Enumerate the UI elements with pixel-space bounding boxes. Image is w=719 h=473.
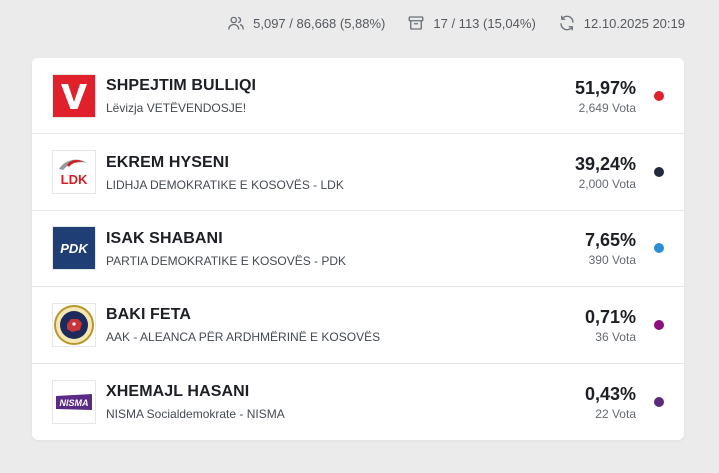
results-card: SHPEJTIM BULLIQI Lëvizja VETËVENDOSJE! 5… (32, 58, 684, 440)
candidate-row[interactable]: PDK ISAK SHABANI PARTIA DEMOKRATIKE E KO… (32, 211, 684, 288)
nisma-logo-icon: NISMA (52, 379, 96, 424)
refresh-icon[interactable] (558, 14, 576, 32)
vote-count: 22 Vota (595, 406, 636, 421)
candidate-name: BAKI FETA (106, 306, 192, 324)
party-name: LIDHJA DEMOKRATIKE E KOSOVËS - LDK (106, 177, 344, 192)
vote-percentage: 39,24% (574, 154, 636, 175)
vote-count: 2,649 Vota (578, 100, 636, 115)
candidate-name: ISAK SHABANI (106, 229, 223, 247)
ldk-logo-icon: LDK (52, 150, 96, 195)
voters-count: 5,097 / 86,668 (5,88%) (253, 15, 386, 31)
party-color-dot (654, 396, 664, 407)
candidate-row[interactable]: LDK EKREM HYSENI LIDHJA DEMOKRATIKE E KO… (32, 134, 684, 211)
vetevendosje-logo-icon (52, 73, 96, 118)
last-updated-timestamp: 12.10.2025 20:19 (583, 15, 685, 31)
vote-count: 390 Vota (588, 253, 636, 268)
vote-percentage: 0,43% (584, 383, 636, 404)
stations-stat: 17 / 113 (15,04%) (407, 14, 536, 32)
svg-text:NISMA: NISMA (60, 398, 89, 408)
updated-stat: 12.10.2025 20:19 (558, 14, 685, 32)
aak-logo-icon (52, 302, 96, 347)
party-name: PARTIA DEMOKRATIKE E KOSOVËS - PDK (106, 253, 347, 268)
candidate-name: XHEMAJL HASANI (106, 383, 250, 401)
stats-bar: 5,097 / 86,668 (5,88%) 17 / 113 (15,04%)… (227, 14, 685, 32)
ballot-box-icon (407, 14, 425, 32)
vote-percentage: 0,71% (584, 306, 636, 327)
party-color-dot (654, 243, 664, 254)
candidate-name: SHPEJTIM BULLIQI (106, 77, 257, 95)
svg-text:LDK: LDK (61, 172, 88, 187)
users-icon (227, 14, 245, 32)
pdk-logo-icon: PDK (52, 226, 96, 271)
party-color-dot (654, 167, 664, 178)
vote-percentage: 7,65% (584, 230, 636, 251)
candidate-row[interactable]: NISMA XHEMAJL HASANI NISMA Socialdemokra… (32, 364, 684, 440)
vote-count: 36 Vota (595, 329, 636, 344)
svg-text:PDK: PDK (60, 241, 89, 256)
vote-count: 2,000 Vota (578, 177, 636, 192)
candidate-name: EKREM HYSENI (106, 153, 229, 171)
party-name: NISMA Socialdemokrate - NISMA (106, 407, 285, 422)
party-name: AAK - ALEANCA PËR ARDHMËRINË E KOSOVËS (106, 330, 381, 345)
candidate-row[interactable]: BAKI FETA AAK - ALEANCA PËR ARDHMËRINË E… (32, 287, 684, 364)
party-color-dot (654, 90, 664, 101)
party-color-dot (654, 319, 664, 330)
stations-count: 17 / 113 (15,04%) (433, 15, 536, 31)
candidate-row[interactable]: SHPEJTIM BULLIQI Lëvizja VETËVENDOSJE! 5… (32, 58, 684, 135)
voters-stat: 5,097 / 86,668 (5,88%) (227, 14, 385, 32)
vote-percentage: 51,97% (574, 77, 636, 98)
party-name: Lëvizja VETËVENDOSJE! (106, 101, 247, 116)
